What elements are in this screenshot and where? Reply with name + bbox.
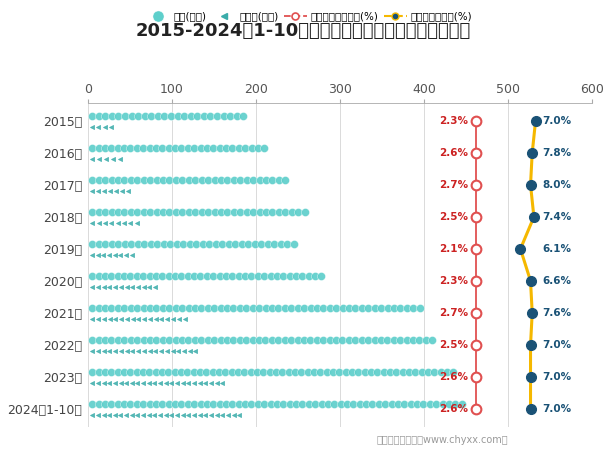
Text: 2.3%: 2.3% xyxy=(439,276,468,286)
Text: 2.6%: 2.6% xyxy=(439,372,468,382)
Text: 6.1%: 6.1% xyxy=(542,244,571,254)
Text: 7.6%: 7.6% xyxy=(542,308,571,318)
Text: 制图：智研咨询（www.chyxx.com）: 制图：智研咨询（www.chyxx.com） xyxy=(376,435,508,445)
Text: 2015-2024年1-10月燃气生产和供应业企业存货统计图: 2015-2024年1-10月燃气生产和供应业企业存货统计图 xyxy=(136,22,471,40)
Text: 7.0%: 7.0% xyxy=(542,372,571,382)
Text: 2.1%: 2.1% xyxy=(439,244,468,254)
Text: 2.6%: 2.6% xyxy=(439,148,468,158)
Text: 2.5%: 2.5% xyxy=(439,212,468,222)
Text: 2.3%: 2.3% xyxy=(439,116,468,126)
Text: 2.7%: 2.7% xyxy=(439,308,468,318)
Text: 7.4%: 7.4% xyxy=(542,212,571,222)
Legend: 存货(亿元), 产成品(亿元), 存货占流动资产比(%), 存货占总资产比(%): 存货(亿元), 产成品(亿元), 存货占流动资产比(%), 存货占总资产比(%) xyxy=(147,12,472,22)
Text: 7.0%: 7.0% xyxy=(542,116,571,126)
Text: 7.0%: 7.0% xyxy=(542,340,571,350)
Text: 7.0%: 7.0% xyxy=(542,404,571,414)
Text: 2.7%: 2.7% xyxy=(439,180,468,190)
Text: 6.6%: 6.6% xyxy=(542,276,571,286)
Text: 2.5%: 2.5% xyxy=(439,340,468,350)
Text: 2.6%: 2.6% xyxy=(439,404,468,414)
Text: 7.8%: 7.8% xyxy=(542,148,571,158)
Text: 8.0%: 8.0% xyxy=(542,180,571,190)
